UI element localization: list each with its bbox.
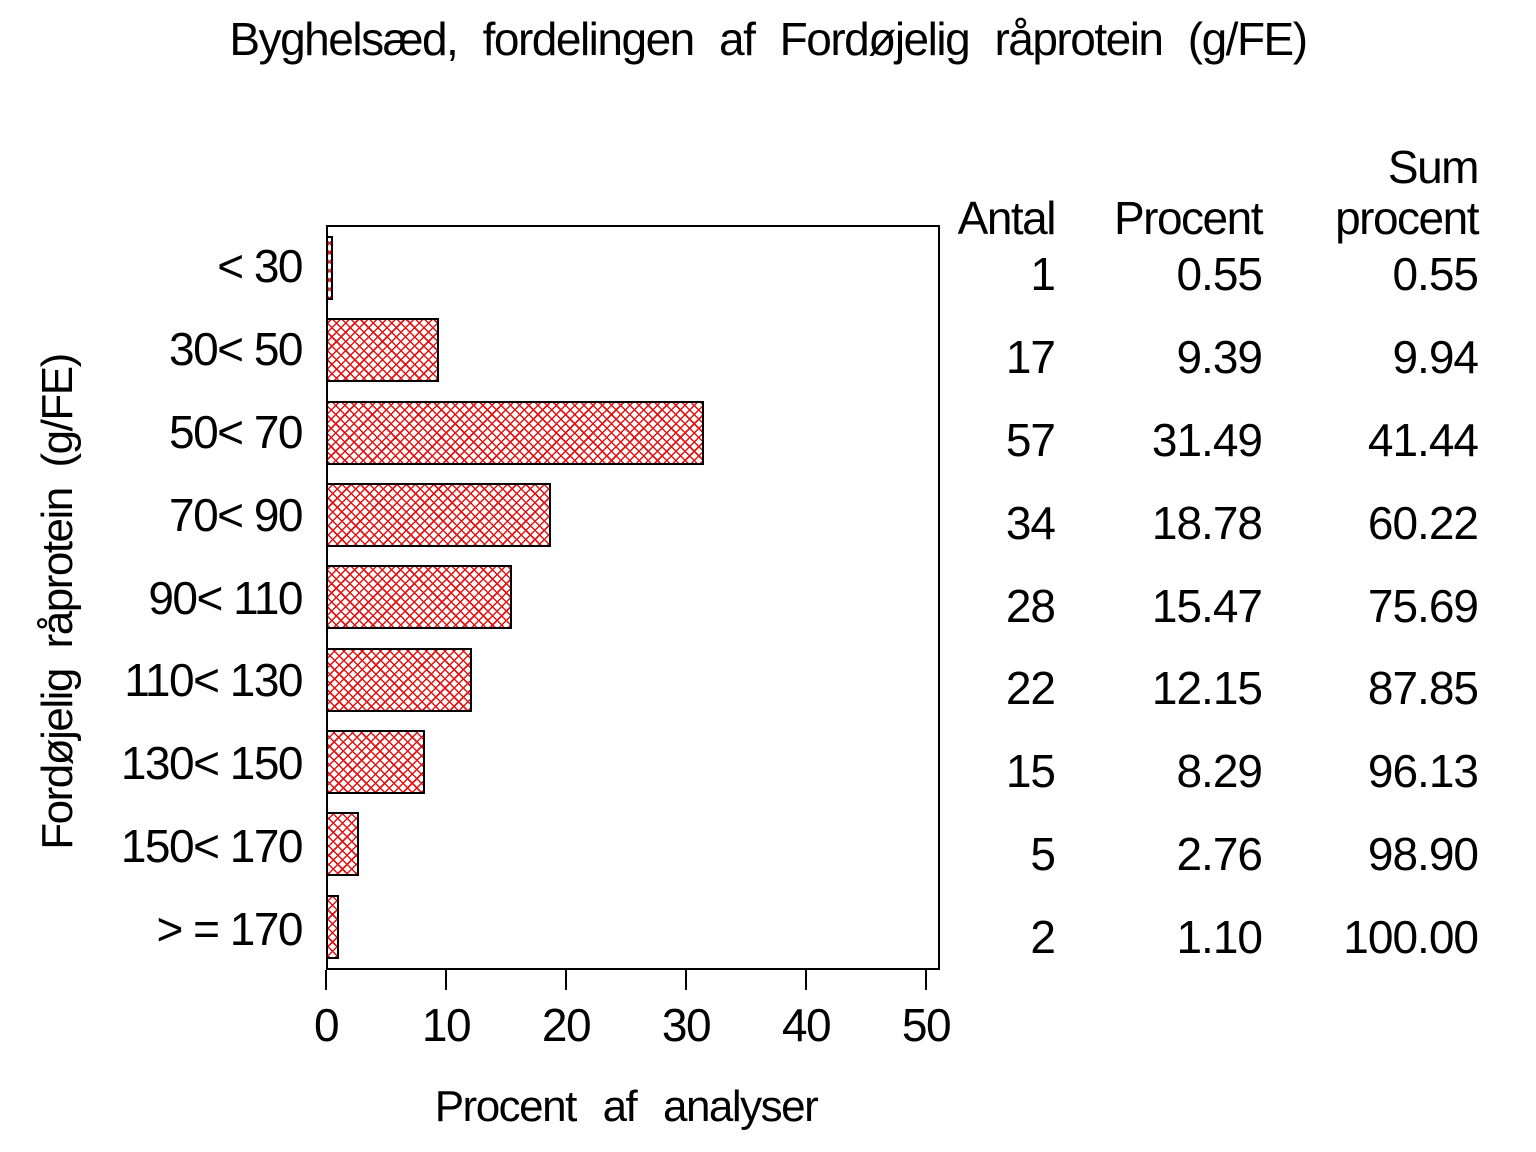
- antal-value: 5: [1030, 827, 1056, 880]
- category-label: 30< 50: [169, 323, 303, 376]
- x-tick: [805, 970, 807, 990]
- table-row: 5 2.76 98.90: [0, 812, 1536, 895]
- bar-1: [326, 236, 333, 301]
- bar-row: [326, 474, 938, 556]
- category-label: 50< 70: [169, 405, 303, 458]
- table-row: 15 8.29 96.13: [0, 730, 1536, 813]
- bar-row: [326, 309, 938, 391]
- x-tick: [925, 970, 927, 990]
- table-row: 2 1.10 100.00: [0, 895, 1536, 978]
- procent-value: 15.47: [1151, 579, 1263, 632]
- category-label: 70< 90: [169, 488, 303, 541]
- sum-procent-value: 96.13: [1367, 745, 1479, 798]
- procent-value: 18.78: [1151, 496, 1263, 549]
- category-label-row: 30< 50: [0, 308, 303, 391]
- bar-9: [326, 894, 340, 959]
- category-label-row: 130< 150: [0, 722, 304, 805]
- category-label: 110< 130: [124, 654, 303, 707]
- antal-value: 1: [1030, 248, 1056, 301]
- category-label-row: 50< 70: [0, 391, 303, 474]
- x-tick-label: 40: [781, 999, 832, 1051]
- sum-procent-value: 60.22: [1367, 496, 1479, 549]
- column-header-antal: Antal: [957, 192, 1057, 245]
- sum-procent-value: 0.55: [1392, 248, 1479, 301]
- antal-value: 22: [1005, 662, 1056, 715]
- x-tick: [685, 970, 687, 990]
- x-tick-label: 50: [901, 999, 952, 1051]
- x-tick-label: 10: [421, 999, 472, 1051]
- column-header-sum-procent: Sum procent: [1158, 140, 1480, 245]
- table-rows: 1 0.55 0.55 17 9.39 9.94 57 31.49 41.44 34 18.78 60…: [0, 233, 1536, 978]
- x-tick: [445, 970, 447, 990]
- antal-value: 17: [1005, 331, 1056, 384]
- procent-value: 2.76: [1176, 827, 1263, 880]
- sum-procent-value: 75.69: [1367, 579, 1479, 632]
- sum-procent-value: 98.90: [1367, 827, 1479, 880]
- bar-row: [326, 392, 938, 474]
- bar-row: [326, 227, 938, 309]
- category-label: < 30: [217, 240, 303, 293]
- category-label: 90< 110: [148, 571, 303, 624]
- sum-procent-value: 100.00: [1343, 910, 1479, 963]
- bar-8: [326, 812, 360, 877]
- bar-row: [326, 886, 938, 968]
- bar-row: [326, 803, 938, 885]
- antal-value: 15: [1005, 745, 1056, 798]
- column-header-sum-line2: procent: [1335, 192, 1479, 245]
- bar-row: [326, 721, 938, 803]
- procent-value: 9.39: [1176, 331, 1263, 384]
- table-row: 57 31.49 41.44: [0, 399, 1536, 482]
- antal-value: 2: [1030, 910, 1056, 963]
- bar-row: [326, 556, 938, 638]
- antal-value: 28: [1005, 579, 1056, 632]
- procent-value: 0.55: [1176, 248, 1263, 301]
- column-header-procent: Procent: [1113, 192, 1264, 245]
- category-label: > = 170: [156, 902, 303, 955]
- sum-procent-value: 41.44: [1367, 413, 1479, 466]
- procent-value: 1.10: [1176, 910, 1263, 963]
- bar-row: [326, 639, 938, 721]
- category-label-row: > = 170: [0, 887, 303, 970]
- category-label-row: 70< 90: [0, 473, 303, 556]
- table-row: 22 12.15 87.85: [0, 647, 1536, 730]
- x-tick-label: 30: [661, 999, 712, 1051]
- column-header-sum-line1: Sum: [1387, 140, 1480, 193]
- bar-5: [326, 565, 512, 630]
- bar-3: [326, 400, 704, 465]
- category-label-row: < 30: [0, 225, 303, 308]
- category-label-row: 110< 130: [0, 639, 303, 722]
- table-header: Antal Procent Sum procent: [0, 128, 1536, 245]
- category-labels: < 30 30< 50 50< 70 70< 90 90< 110 110< 130 130…: [0, 225, 304, 970]
- table-row: 34 18.78 60.22: [0, 481, 1536, 564]
- table-row: 1 0.55 0.55: [0, 233, 1536, 316]
- antal-value: 34: [1005, 496, 1056, 549]
- category-label: 150< 170: [120, 819, 304, 872]
- chart-title: Byghelsæd, fordelingen af Fordøjelig råp…: [229, 13, 1308, 65]
- category-label-row: 150< 170: [0, 804, 304, 887]
- x-tick-label: 20: [541, 999, 592, 1051]
- procent-value: 12.15: [1151, 662, 1263, 715]
- plot-frame: [326, 225, 940, 970]
- bar-7: [326, 730, 426, 795]
- bar-6: [326, 647, 472, 712]
- bar-4: [326, 483, 552, 548]
- x-tick-label: 0: [313, 999, 340, 1051]
- sum-procent-value: 9.94: [1392, 331, 1479, 384]
- x-axis: 0 10 20 30 40 50: [314, 970, 952, 1070]
- table-row: 17 9.39 9.94: [0, 316, 1536, 399]
- procent-value: 8.29: [1176, 745, 1263, 798]
- category-label-row: 90< 110: [0, 556, 303, 639]
- antal-value: 57: [1005, 413, 1056, 466]
- category-label: 130< 150: [120, 737, 304, 790]
- bar-2: [326, 318, 439, 383]
- x-axis-title: Procent af analyser: [434, 1082, 819, 1131]
- x-tick: [325, 970, 327, 990]
- x-tick: [565, 970, 567, 990]
- sum-procent-value: 87.85: [1367, 662, 1479, 715]
- table-row: 28 15.47 75.69: [0, 564, 1536, 647]
- procent-value: 31.49: [1151, 413, 1263, 466]
